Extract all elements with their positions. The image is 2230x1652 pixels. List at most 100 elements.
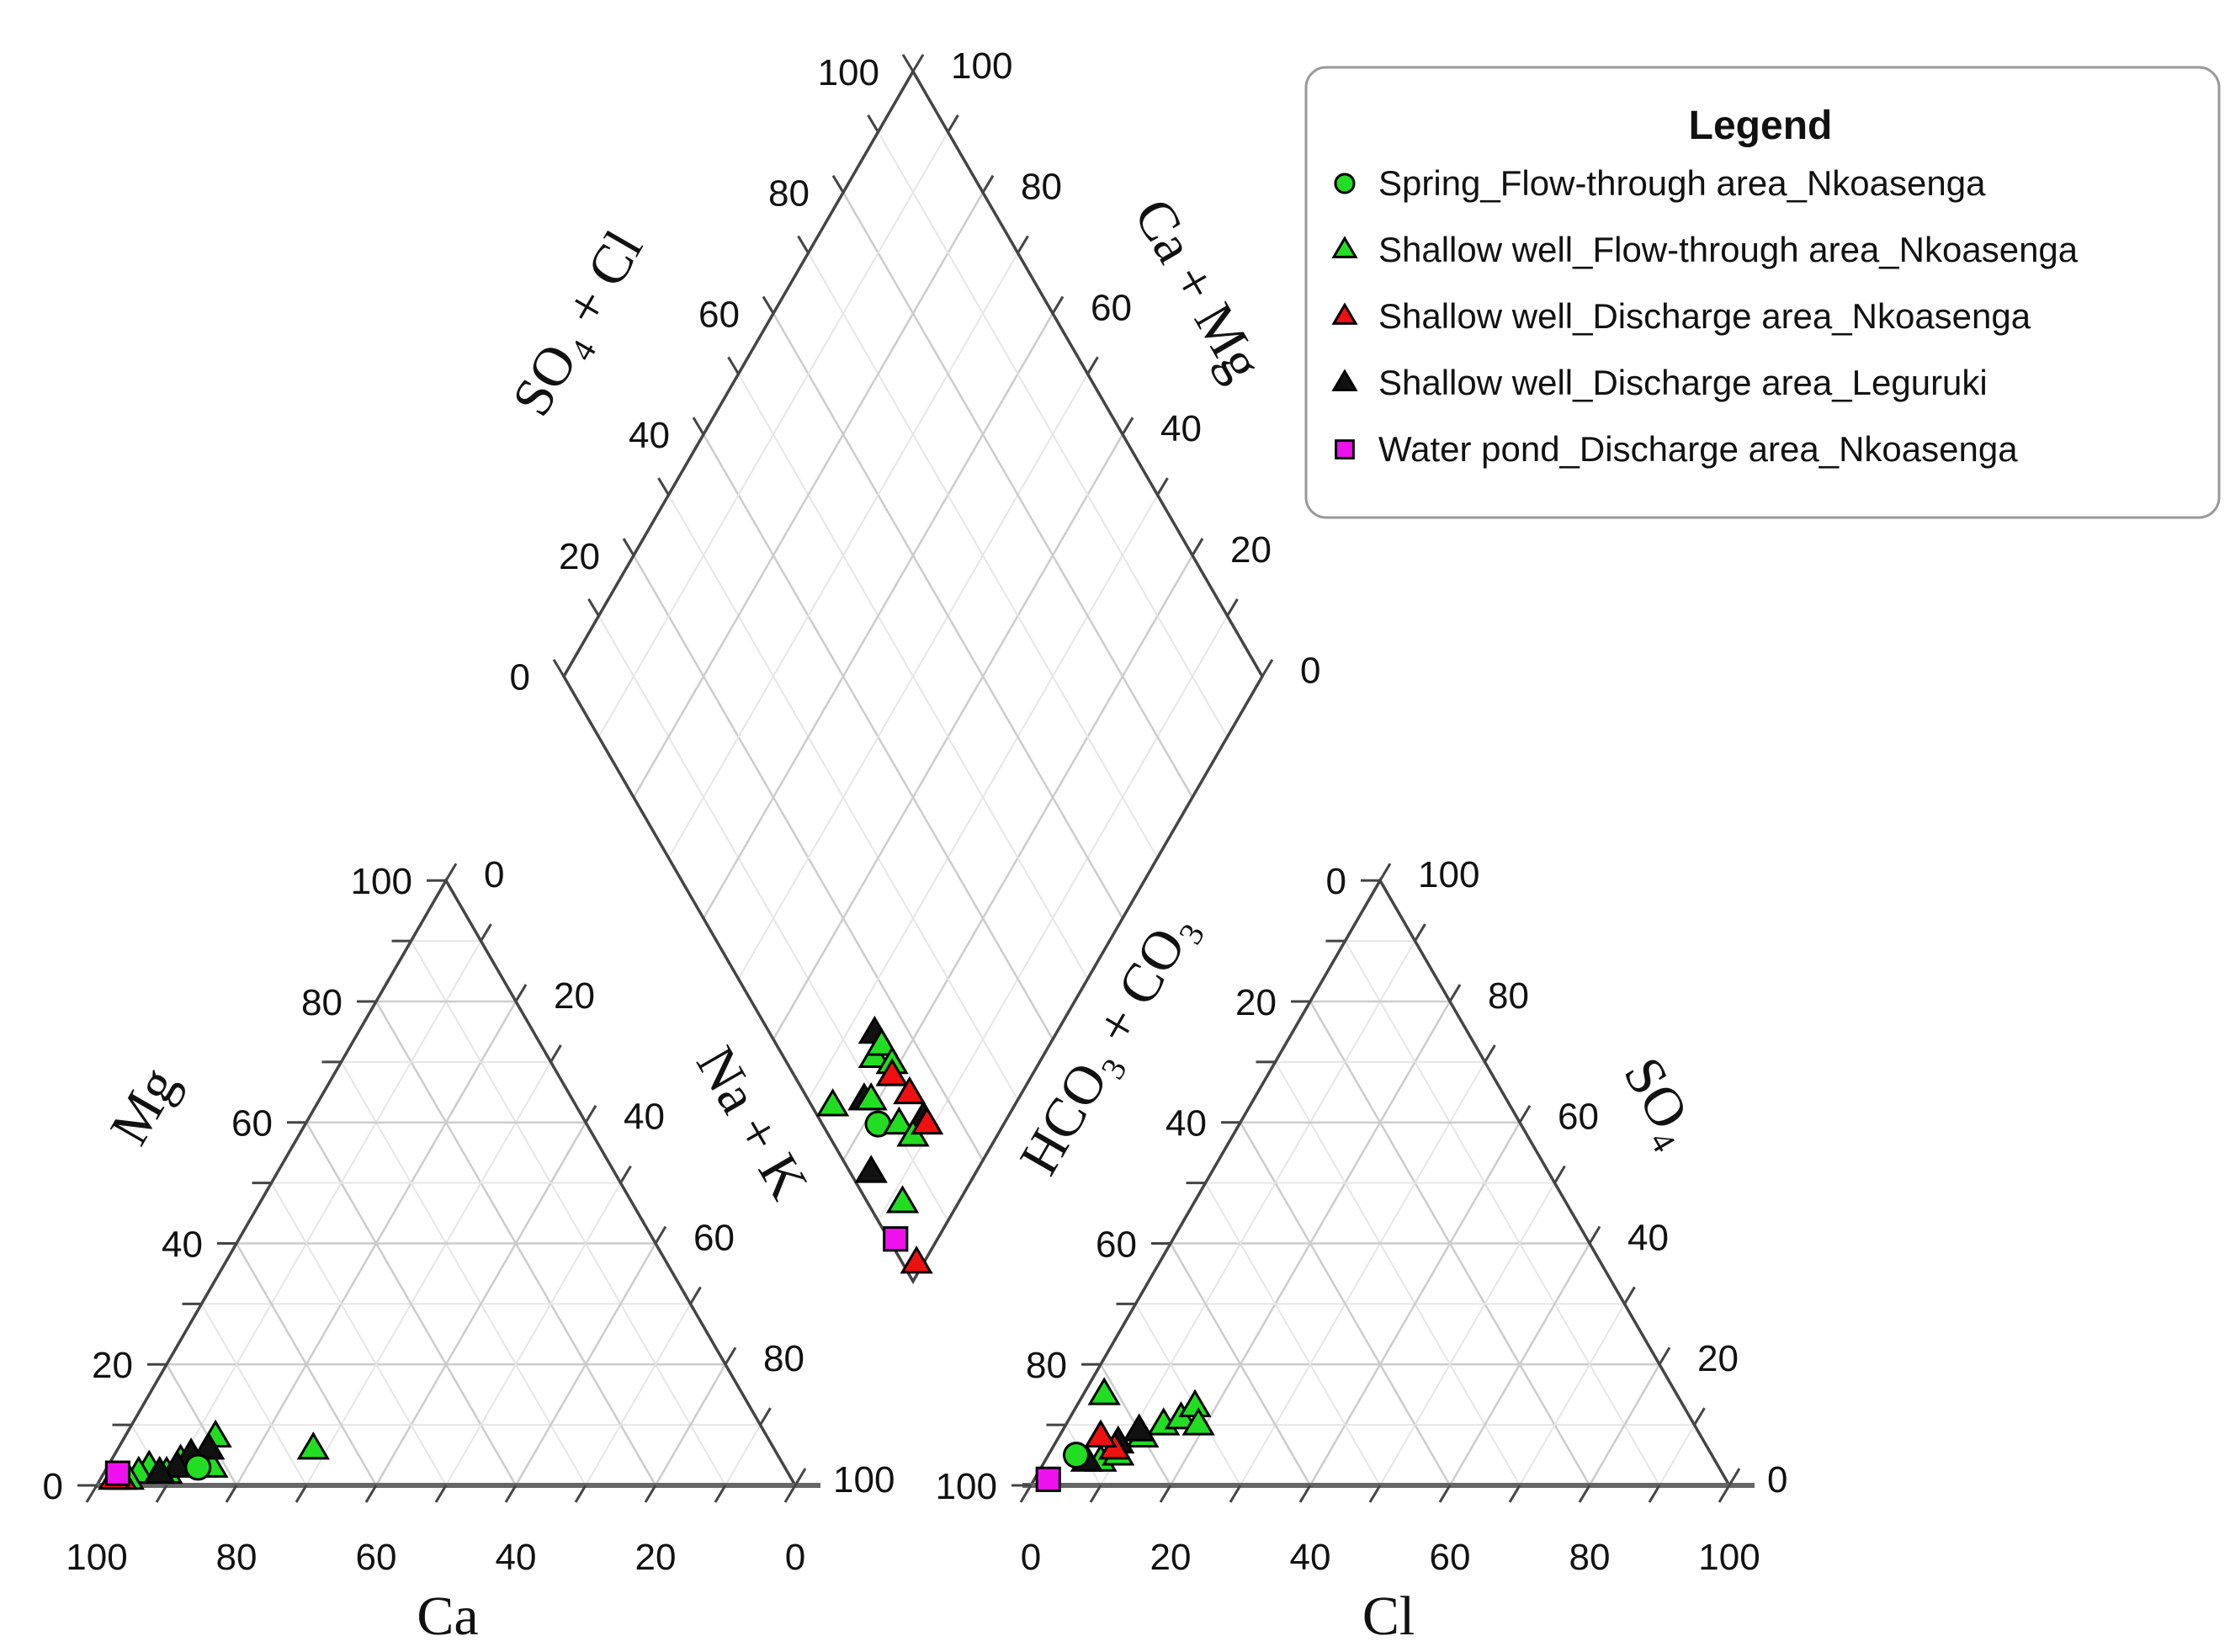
tick-label: 40: [1627, 1217, 1669, 1258]
grid-line: [1659, 1424, 1696, 1486]
tick-mark: [1728, 1468, 1741, 1486]
tick-mark: [1414, 923, 1426, 942]
tick-label: 60: [1096, 1224, 1137, 1265]
tick-label: 40: [1290, 1537, 1331, 1578]
tick-mark: [550, 1044, 562, 1063]
tick-mark: [714, 1485, 727, 1503]
tick-label: 20: [1230, 529, 1272, 571]
anion-point: [1181, 1407, 1215, 1436]
tick-mark: [1261, 658, 1274, 677]
tick-mark: [1623, 1286, 1636, 1305]
legend-box: [1304, 66, 2221, 519]
grid-line: [166, 940, 482, 1486]
grid-line: [305, 1061, 552, 1486]
tick-label: 80: [1569, 1537, 1611, 1578]
cation-point: [192, 1431, 226, 1460]
grid-line: [1448, 1242, 1591, 1486]
tick-mark: [155, 1485, 168, 1503]
axis-title-so4: SO₄: [1611, 1047, 1710, 1156]
tick-mark: [867, 114, 879, 133]
tick-mark: [1086, 356, 1099, 375]
tick-label: 40: [624, 1097, 665, 1138]
diamond-point: [815, 1088, 850, 1117]
tick-label: 80: [768, 173, 810, 215]
tick-mark: [794, 1468, 807, 1486]
tick-label: 0: [1300, 651, 1320, 692]
tick-mark: [364, 1485, 378, 1503]
tick-mark: [1578, 1485, 1591, 1503]
tick-label: 80: [216, 1537, 258, 1578]
tick-mark: [587, 598, 600, 617]
tick-mark: [574, 1485, 587, 1503]
tick-label: 20: [1697, 1338, 1739, 1379]
tick-mark: [981, 174, 995, 194]
tick-mark: [1121, 417, 1134, 435]
tick-label: 100: [351, 861, 412, 902]
tick-mark: [225, 1485, 238, 1503]
tick-mark: [1553, 1165, 1566, 1184]
tick-mark: [1368, 1485, 1382, 1503]
diamond-point: [854, 1155, 888, 1183]
grid-line: [165, 1363, 238, 1486]
axis-title-na-k: Na + K: [684, 1037, 820, 1209]
tick-label: 60: [1430, 1537, 1471, 1578]
legend-title: Legend: [1689, 104, 1833, 148]
tick-label: 100: [1698, 1537, 1760, 1578]
tick-label: 80: [1021, 167, 1062, 208]
tick-mark: [1658, 1347, 1671, 1366]
tick-mark: [1226, 598, 1239, 617]
grid-line: [514, 1242, 657, 1486]
tick-label: 20: [1150, 1537, 1192, 1578]
legend-label: Water pond_Discharge area_Nkoasenga: [1378, 429, 2018, 469]
axis-title-mg: Mg: [98, 1057, 190, 1155]
tick-label: 0: [1767, 1459, 1787, 1501]
grid-line: [772, 312, 1124, 919]
diamond-point: [865, 1028, 899, 1056]
tick-label: 100: [1418, 854, 1479, 895]
tick-marks: [77, 54, 1741, 1503]
tick-label: 0: [1021, 1537, 1041, 1578]
tick-mark: [727, 356, 740, 375]
anion-point: [1035, 1466, 1061, 1492]
tick-label: 40: [1160, 408, 1202, 449]
tick-mark: [504, 1485, 518, 1503]
legend-marker: [1334, 173, 1356, 194]
cation-point: [160, 1449, 194, 1478]
cation-point: [184, 1453, 212, 1481]
cation-point: [143, 1455, 177, 1485]
tick-mark: [85, 1485, 98, 1503]
tick-label: 80: [1026, 1345, 1067, 1386]
tick-label: 60: [356, 1537, 397, 1578]
grid-line: [1204, 1182, 1381, 1486]
tick-mark: [434, 1485, 448, 1503]
tick-label: 0: [1326, 861, 1346, 902]
diamond-point: [854, 1081, 888, 1111]
diamond-point: [910, 1106, 944, 1135]
tick-label: 60: [1091, 287, 1132, 328]
tick-mark: [622, 538, 635, 556]
grid-line: [270, 1182, 447, 1486]
tick-label: 0: [43, 1466, 63, 1507]
grid-line: [1519, 1303, 1626, 1486]
diamond-point: [885, 1185, 920, 1214]
tick-mark: [1588, 1225, 1601, 1245]
tick-mark: [654, 1225, 667, 1245]
tick-label: 80: [763, 1338, 804, 1379]
tick-mark: [692, 417, 705, 435]
tick-mark: [1518, 1104, 1532, 1123]
tick-label: 40: [496, 1537, 537, 1578]
tick-mark: [480, 923, 492, 942]
grid-line: [667, 252, 1019, 858]
tick-mark: [762, 295, 775, 315]
tick-mark: [552, 658, 565, 677]
grid-line: [807, 252, 1159, 858]
tick-label: 80: [1488, 975, 1529, 1017]
grid-line: [1588, 1363, 1661, 1486]
anion-point: [1178, 1389, 1212, 1418]
tick-mark: [1159, 1485, 1172, 1503]
tick-mark: [584, 1104, 597, 1123]
legend-label: Shallow well_Discharge area_Nkoasenga: [1378, 296, 2031, 336]
tick-mark: [831, 174, 845, 194]
tick-mark: [947, 114, 959, 133]
